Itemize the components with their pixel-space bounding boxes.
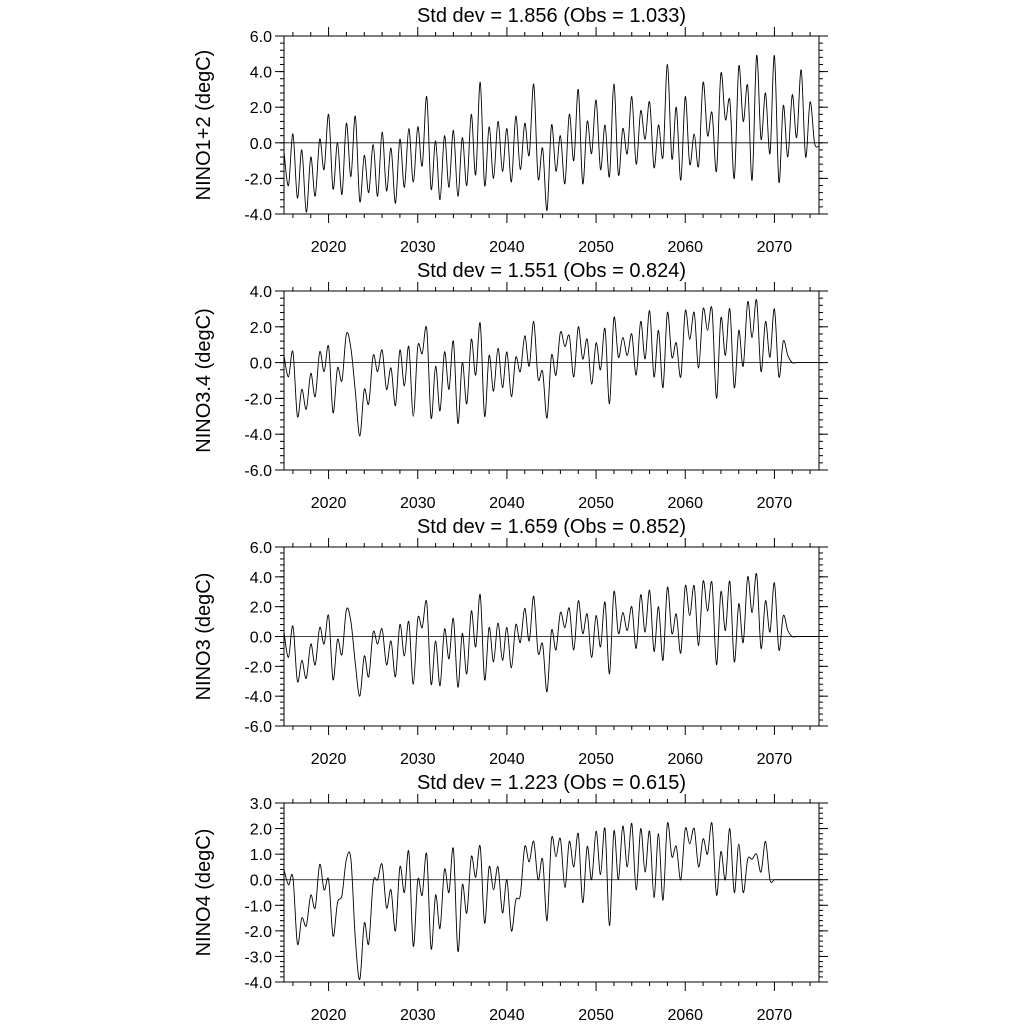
x-tick-label: 2050 xyxy=(578,239,614,256)
y-tick-label: 1.0 xyxy=(250,847,272,864)
x-tick-label: 2060 xyxy=(667,751,703,768)
chart-title: Std dev = 1.659 (Obs = 0.852) xyxy=(417,516,686,538)
y-tick-label: 2.0 xyxy=(250,600,272,617)
chart-title: Std dev = 1.551 (Obs = 0.824) xyxy=(417,260,686,282)
y-axis-label: NINO4 (degC) xyxy=(193,829,215,957)
x-tick-label: 2030 xyxy=(400,495,436,512)
y-tick-label: 4.0 xyxy=(250,570,272,587)
y-tick-label: 6.0 xyxy=(250,29,272,46)
x-tick-label: 2040 xyxy=(489,751,525,768)
y-tick-label: 0.0 xyxy=(250,356,272,373)
panel-nino4: Std dev = 1.223 (Obs = 0.615) NINO4 (degC… xyxy=(193,772,828,1024)
x-tick-label: 2030 xyxy=(400,751,436,768)
x-tick-label: 2040 xyxy=(489,495,525,512)
plot-frame xyxy=(283,290,820,471)
x-tick-label: 2050 xyxy=(578,751,614,768)
y-tick-label: -6.0 xyxy=(244,719,272,736)
y-tick-label: 2.0 xyxy=(250,320,272,337)
index-timeseries-line xyxy=(283,573,819,697)
y-tick-label: -2.0 xyxy=(244,391,272,408)
x-tick-label: 2070 xyxy=(757,495,793,512)
plot-frame xyxy=(283,802,820,983)
y-tick-label: 0.0 xyxy=(250,630,272,647)
index-timeseries-line xyxy=(283,299,819,437)
x-tick-label: 2020 xyxy=(311,239,347,256)
x-tick-label: 2060 xyxy=(667,239,703,256)
x-tick-label: 2050 xyxy=(578,1007,614,1024)
x-tick-label: 2030 xyxy=(400,239,436,256)
y-tick-label: -4.0 xyxy=(244,427,272,444)
index-timeseries-line xyxy=(283,55,820,213)
x-tick-label: 2030 xyxy=(400,1007,436,1024)
x-tick-label: 2070 xyxy=(757,1007,793,1024)
y-tick-label: 6.0 xyxy=(250,540,272,557)
y-tick-label: 0.0 xyxy=(250,136,272,153)
y-tick-label: -4.0 xyxy=(244,207,272,224)
x-tick-label: 2040 xyxy=(489,239,525,256)
y-tick-label: 4.0 xyxy=(250,65,272,82)
x-tick-label: 2020 xyxy=(311,495,347,512)
x-tick-label: 2020 xyxy=(311,751,347,768)
y-tick-label: -6.0 xyxy=(244,463,272,480)
index-timeseries-line xyxy=(283,822,819,980)
panel-nino3: Std dev = 1.659 (Obs = 0.852) NINO3 (degC… xyxy=(193,516,828,768)
y-tick-label: -4.0 xyxy=(244,975,272,992)
y-tick-label: -3.0 xyxy=(244,949,272,966)
y-tick-label: -1.0 xyxy=(244,898,272,915)
x-tick-label: 2020 xyxy=(311,1007,347,1024)
plot-frame xyxy=(283,35,820,215)
x-tick-label: 2070 xyxy=(757,239,793,256)
x-tick-label: 2060 xyxy=(667,495,703,512)
y-tick-label: 3.0 xyxy=(250,796,272,813)
y-tick-label: -2.0 xyxy=(244,924,272,941)
chart-title: Std dev = 1.223 (Obs = 0.615) xyxy=(417,772,686,794)
x-tick-label: 2050 xyxy=(578,495,614,512)
x-tick-label: 2060 xyxy=(667,1007,703,1024)
y-tick-label: -2.0 xyxy=(244,659,272,676)
y-tick-label: 2.0 xyxy=(250,822,272,839)
y-tick-label: 2.0 xyxy=(250,100,272,117)
y-axis-label: NINO1+2 (degC) xyxy=(193,50,215,201)
y-tick-label: -4.0 xyxy=(244,689,272,706)
x-tick-label: 2040 xyxy=(489,1007,525,1024)
y-axis-label: NINO3 (degC) xyxy=(193,573,215,701)
x-tick-label: 2070 xyxy=(757,751,793,768)
y-axis-label: NINO3.4 (degC) xyxy=(193,308,215,453)
chart-title: Std dev = 1.856 (Obs = 1.033) xyxy=(417,5,686,27)
panel-nino12: Std dev = 1.856 (Obs = 1.033) NINO1+2 (de… xyxy=(193,5,828,256)
y-tick-label: -2.0 xyxy=(244,171,272,188)
y-tick-label: 4.0 xyxy=(250,284,272,301)
y-tick-label: 0.0 xyxy=(250,873,272,890)
panel-nino34: Std dev = 1.551 (Obs = 0.824) NINO3.4 (de… xyxy=(193,260,828,512)
